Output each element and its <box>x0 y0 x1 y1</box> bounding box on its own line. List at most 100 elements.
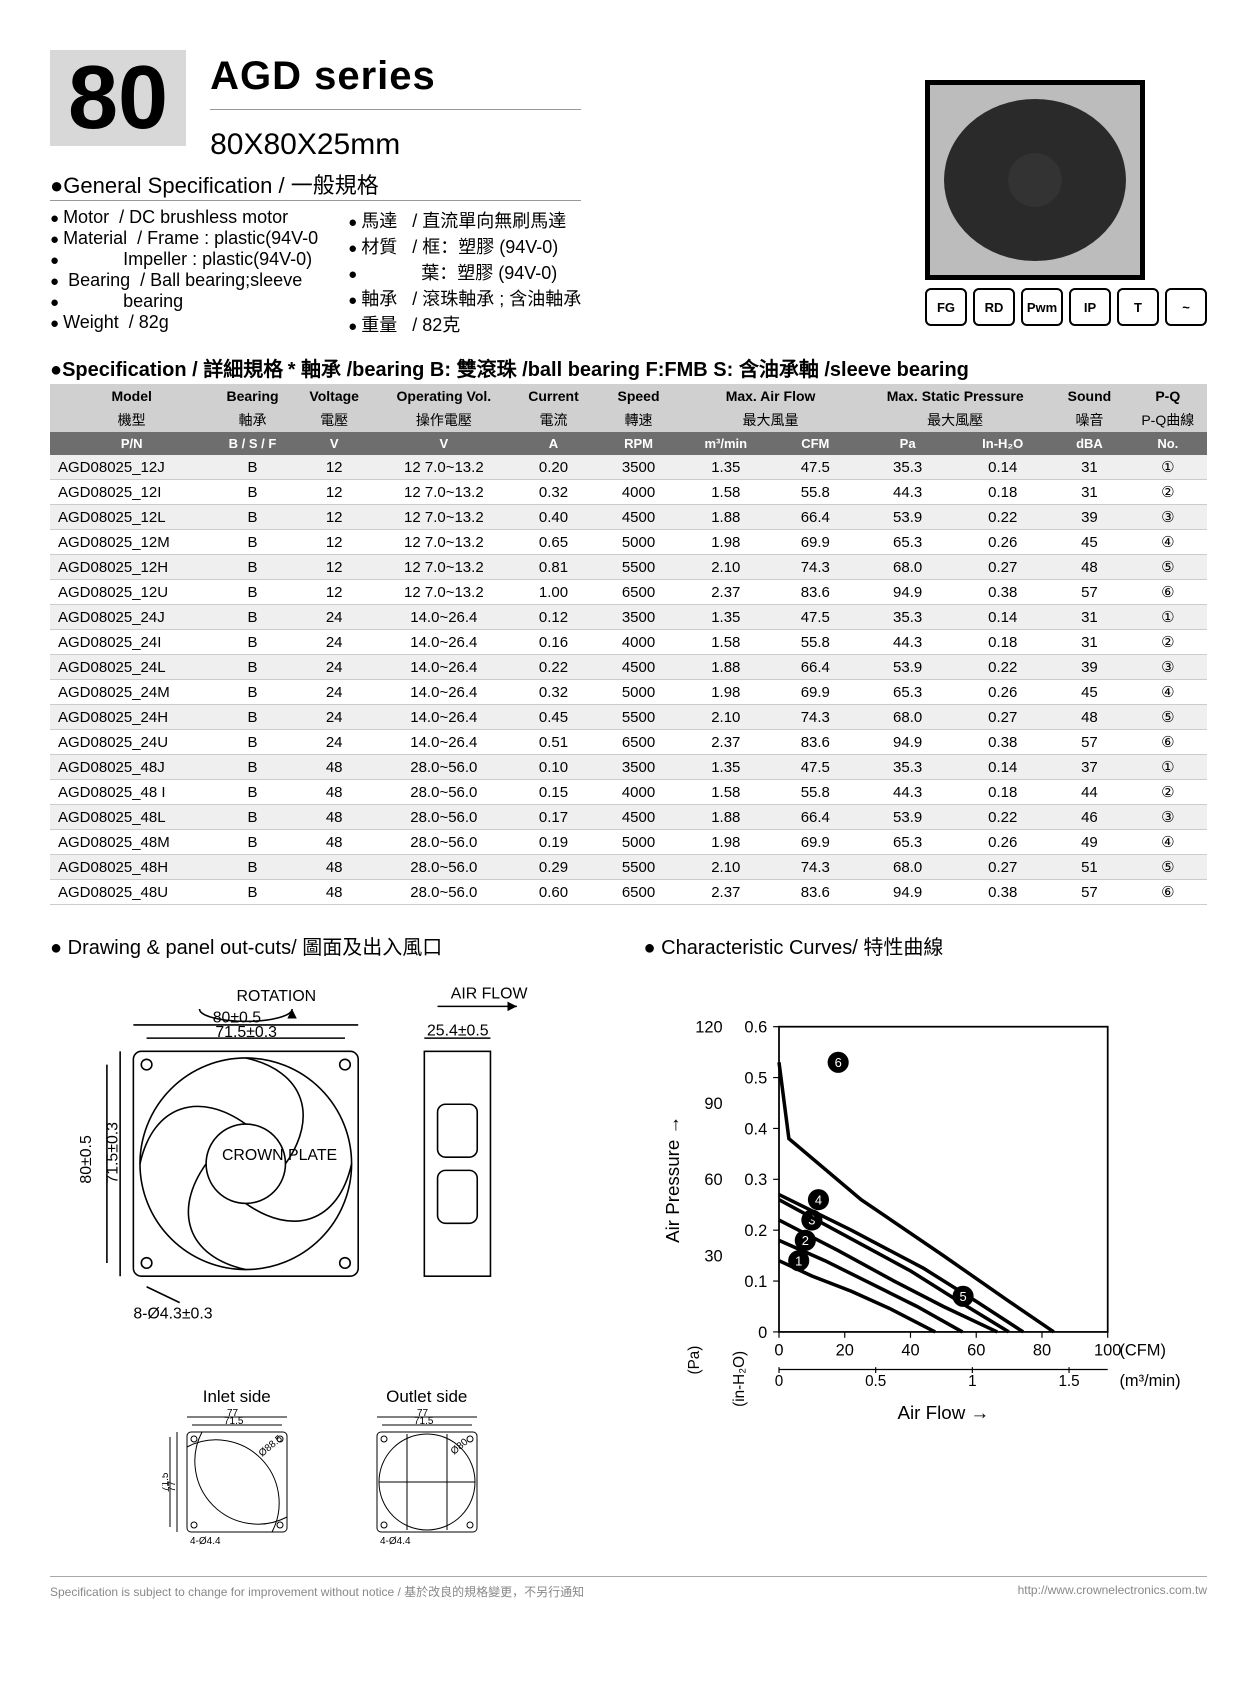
svg-text:0: 0 <box>758 1324 767 1342</box>
table-cell: B <box>213 805 291 830</box>
table-cell: 1.98 <box>681 680 771 705</box>
table-cell: 65.3 <box>860 830 955 855</box>
table-cell: 4500 <box>596 805 681 830</box>
table-cell: 1.58 <box>681 780 771 805</box>
table-row: AGD08025_12MB1212 7.0~13.20.6550001.9869… <box>50 530 1207 555</box>
table-cell: 45 <box>1050 530 1128 555</box>
curves-title: ● Characteristic Curves/ 特性曲線 <box>644 931 1208 960</box>
table-cell: 0.22 <box>955 805 1050 830</box>
gen-spec-item: Material / Frame : plastic(94V-0 <box>50 228 318 249</box>
table-cell: 2.10 <box>681 555 771 580</box>
table-cell: B <box>213 680 291 705</box>
table-cell: 24 <box>292 630 377 655</box>
table-cell: ③ <box>1129 655 1207 680</box>
table-cell: 0.18 <box>955 480 1050 505</box>
table-cell: 12 7.0~13.2 <box>377 555 511 580</box>
table-cell: ⑤ <box>1129 555 1207 580</box>
table-cell: ④ <box>1129 830 1207 855</box>
table-cell: AGD08025_24J <box>50 605 213 630</box>
table-cell: AGD08025_48L <box>50 805 213 830</box>
table-cell: AGD08025_12J <box>50 455 213 480</box>
table-cell: 0.18 <box>955 780 1050 805</box>
table-cell: ① <box>1129 755 1207 780</box>
svg-text:(in-H₂O): (in-H₂O) <box>730 1351 747 1407</box>
footer-disclaimer: Specification is subject to change for i… <box>50 1583 584 1600</box>
table-cell: 65.3 <box>860 680 955 705</box>
svg-text:Air Pressure →: Air Pressure → <box>662 1116 683 1243</box>
table-row: AGD08025_48MB4828.0~56.00.1950001.9869.9… <box>50 830 1207 855</box>
table-cell: 5500 <box>596 705 681 730</box>
table-cell: B <box>213 755 291 780</box>
table-cell: B <box>213 580 291 605</box>
table-cell: 5500 <box>596 555 681 580</box>
table-unit-header: B / S / F <box>213 432 291 455</box>
table-cell: 24 <box>292 680 377 705</box>
svg-text:80: 80 <box>1032 1341 1050 1359</box>
table-cell: 46 <box>1050 805 1128 830</box>
svg-text:25.4±0.5: 25.4±0.5 <box>427 1022 489 1039</box>
spec-note: * 軸承 /bearing B: 雙滾珠 /ball bearing F:FMB… <box>288 359 969 381</box>
gen-spec-item: 葉：塑膠 (94V-0) <box>348 259 581 285</box>
table-cell: 28.0~56.0 <box>377 855 511 880</box>
table-cell: 0.17 <box>511 805 596 830</box>
table-header: Current <box>511 384 596 408</box>
table-cell: 48 <box>292 855 377 880</box>
table-cell: 48 <box>292 830 377 855</box>
svg-text:0.6: 0.6 <box>744 1019 767 1037</box>
table-cell: AGD08025_12H <box>50 555 213 580</box>
table-cell: 14.0~26.4 <box>377 630 511 655</box>
table-cell: 0.27 <box>955 555 1050 580</box>
table-cell: AGD08025_12I <box>50 480 213 505</box>
table-cell: 0.22 <box>511 655 596 680</box>
table-cell: 3500 <box>596 455 681 480</box>
svg-text:ROTATION: ROTATION <box>237 988 317 1005</box>
table-cell: 57 <box>1050 580 1128 605</box>
table-cell: 66.4 <box>771 655 861 680</box>
table-cell: 68.0 <box>860 705 955 730</box>
svg-text:0.4: 0.4 <box>744 1120 767 1138</box>
table-cell: 12 <box>292 580 377 605</box>
svg-text:CROWN PLATE: CROWN PLATE <box>222 1147 337 1164</box>
svg-text:(CFM): (CFM) <box>1119 1341 1166 1359</box>
table-header-cn: 電壓 <box>292 408 377 432</box>
table-cell: 5500 <box>596 855 681 880</box>
table-cell: 47.5 <box>771 755 861 780</box>
table-cell: 14.0~26.4 <box>377 680 511 705</box>
table-unit-header: V <box>377 432 511 455</box>
dimensions-text: 80X80X25mm <box>210 128 581 162</box>
table-cell: 28.0~56.0 <box>377 830 511 855</box>
table-cell: 0.32 <box>511 480 596 505</box>
table-row: AGD08025_48 IB4828.0~56.00.1540001.5855.… <box>50 780 1207 805</box>
table-cell: 53.9 <box>860 805 955 830</box>
table-row: AGD08025_24HB2414.0~26.40.4555002.1074.3… <box>50 705 1207 730</box>
svg-text:1.5: 1.5 <box>1058 1373 1079 1390</box>
table-cell: 28.0~56.0 <box>377 780 511 805</box>
certification-row: FGRDPwmIPT~ <box>925 288 1207 326</box>
table-cell: 0.22 <box>955 655 1050 680</box>
table-cell: 1.35 <box>681 605 771 630</box>
table-header: Model <box>50 384 213 408</box>
svg-text:90: 90 <box>704 1095 722 1113</box>
table-cell: 0.26 <box>955 830 1050 855</box>
table-row: AGD08025_48LB4828.0~56.00.1745001.8866.4… <box>50 805 1207 830</box>
table-header-cn: 電流 <box>511 408 596 432</box>
table-row: AGD08025_24IB2414.0~26.40.1640001.5855.8… <box>50 630 1207 655</box>
table-cell: 53.9 <box>860 505 955 530</box>
table-row: AGD08025_12JB1212 7.0~13.20.2035001.3547… <box>50 455 1207 480</box>
table-row: AGD08025_24MB2414.0~26.40.3250001.9869.9… <box>50 680 1207 705</box>
table-cell: 68.0 <box>860 855 955 880</box>
table-cell: 83.6 <box>771 580 861 605</box>
table-header-cn: 噪音 <box>1050 408 1128 432</box>
table-cell: AGD08025_24U <box>50 730 213 755</box>
product-image <box>925 80 1145 280</box>
table-cell: 24 <box>292 705 377 730</box>
table-cell: 4000 <box>596 480 681 505</box>
table-cell: ② <box>1129 630 1207 655</box>
svg-text:0: 0 <box>774 1341 783 1359</box>
table-cell: 94.9 <box>860 880 955 905</box>
table-cell: 0.27 <box>955 855 1050 880</box>
table-cell: 44.3 <box>860 480 955 505</box>
table-cell: B <box>213 455 291 480</box>
table-cell: 0.27 <box>955 705 1050 730</box>
table-cell: 35.3 <box>860 455 955 480</box>
